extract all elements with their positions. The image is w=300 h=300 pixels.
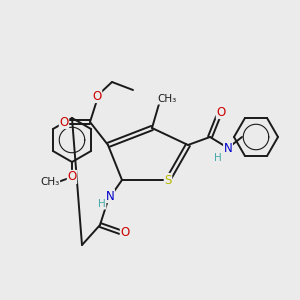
Text: CH₃: CH₃ <box>40 177 60 187</box>
Text: S: S <box>164 173 172 187</box>
Text: H: H <box>98 199 106 209</box>
Text: N: N <box>224 142 232 154</box>
Text: H: H <box>214 153 222 163</box>
Text: O: O <box>120 226 130 238</box>
Text: O: O <box>216 106 226 118</box>
Text: O: O <box>92 89 102 103</box>
Text: O: O <box>68 170 76 184</box>
Text: CH₃: CH₃ <box>158 94 177 104</box>
Text: O: O <box>59 116 69 128</box>
Text: N: N <box>106 190 114 202</box>
